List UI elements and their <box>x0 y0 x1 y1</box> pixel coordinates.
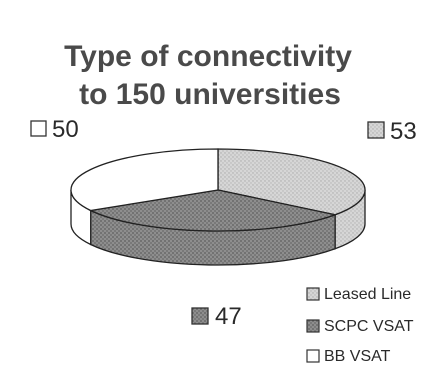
legend-swatch-bb-vsat <box>306 349 320 363</box>
legend-swatch-scpc-vsat <box>306 319 320 333</box>
data-label-swatch-leased-line <box>367 121 385 139</box>
data-label-swatch-bb-vsat <box>30 120 47 137</box>
legend-swatch-leased-line <box>306 287 320 301</box>
data-label-swatch-scpc-vsat <box>191 307 209 325</box>
legend-label-leased-line: Leased Line <box>324 286 411 303</box>
legend: Leased Line SCPC VSAT BB VSAT <box>306 286 414 365</box>
pie-slice-bb-vsat <box>70 148 219 212</box>
data-label-leased-line: 53 <box>390 118 417 145</box>
pie-slice-scpc-vsat <box>88 189 338 232</box>
legend-label-scpc-vsat: SCPC VSAT <box>324 318 414 335</box>
pie-slice-leased-line <box>217 148 366 216</box>
data-label-bb-vsat: 50 <box>52 116 79 143</box>
chart-title-line-1: Type of connectivity <box>64 40 352 73</box>
pie-top-faces <box>70 148 366 232</box>
pie-side-walls <box>70 189 366 266</box>
legend-label-bb-vsat: BB VSAT <box>324 348 391 365</box>
data-label-scpc-vsat: 47 <box>215 303 242 330</box>
chart-title-line-2: to 150 universities <box>79 78 341 111</box>
